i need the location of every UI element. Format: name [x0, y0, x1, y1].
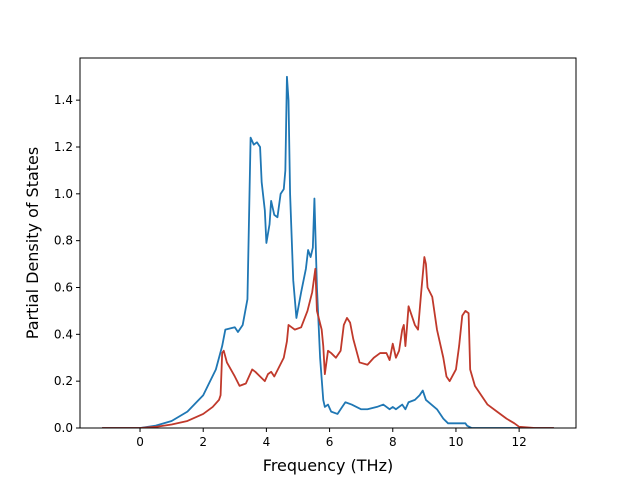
x-tick-label: 8 [389, 435, 397, 449]
x-tick-label: 10 [448, 435, 463, 449]
x-tick-label: 12 [511, 435, 526, 449]
plot-frame [79, 57, 577, 429]
x-tick-label: 2 [199, 435, 207, 449]
x-tick-label: 6 [326, 435, 334, 449]
series-layer [102, 75, 554, 428]
y-tick-label: 1.2 [54, 140, 73, 154]
y-axis-label: Partial Density of States [23, 147, 42, 339]
ticks-layer: 0 2 4 6 8 10 12 0.0 0.2 0.4 0.6 0.8 1.0 1.2 1.4 [54, 93, 527, 449]
y-tick-label: 0.8 [54, 234, 73, 248]
y-tick-label: 0.2 [54, 374, 73, 388]
y-tick-label: 0.0 [54, 421, 73, 435]
y-tick-label: 1.0 [54, 187, 73, 201]
series-line-1 [102, 256, 554, 428]
y-tick-label: 0.6 [54, 280, 73, 294]
x-axis-label: Frequency (THz) [263, 456, 393, 475]
y-tick-label: 0.4 [54, 327, 73, 341]
series-line-0 [102, 75, 554, 428]
x-tick-label: 4 [263, 435, 271, 449]
y-tick-label: 1.4 [54, 93, 73, 107]
x-tick-label: 0 [136, 435, 144, 449]
